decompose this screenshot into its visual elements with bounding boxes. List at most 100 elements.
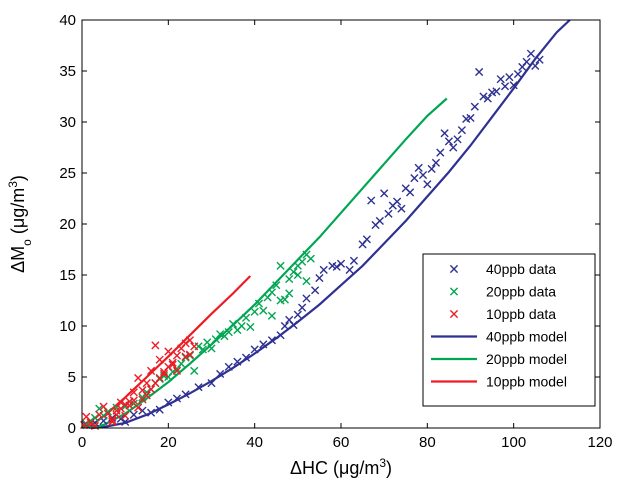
data-point [285, 274, 294, 284]
data-point [198, 345, 207, 354]
data-point [289, 320, 298, 330]
data-point [259, 306, 268, 315]
y-tick-label: 40 [59, 12, 76, 29]
data-point [146, 408, 156, 417]
data-point [121, 411, 130, 420]
y-tick-label: 15 [59, 267, 76, 284]
legend-swatch [449, 264, 459, 274]
data-point [164, 398, 173, 407]
data-point [380, 189, 389, 198]
data-point [276, 261, 285, 270]
data-point [112, 410, 121, 419]
data-point [436, 148, 445, 157]
y-tick-label: 0 [68, 420, 76, 437]
legend-label: 10ppb data [486, 306, 556, 322]
x-axis: 0 20 40 60 80 100 120 [78, 20, 613, 451]
data-point [190, 342, 199, 351]
y-tick-label: 10 [59, 318, 76, 335]
legend-item-20ppb-data: 20ppb data [449, 284, 556, 300]
x-tick-label: 60 [333, 434, 350, 451]
data-point [431, 158, 441, 167]
data-point [138, 386, 147, 395]
data-point [522, 57, 531, 66]
data-point [237, 321, 246, 331]
x-tick-label: 0 [78, 434, 86, 451]
data-point [405, 188, 415, 197]
data-point [241, 313, 251, 322]
legend-item-20ppb-model: 20ppb model [431, 351, 567, 367]
data-point [190, 366, 199, 375]
data-point [410, 174, 419, 183]
data-point [142, 388, 151, 397]
y-axis: 0 5 10 15 20 25 30 35 40 [59, 12, 600, 437]
data-point [427, 164, 436, 174]
x-tick-label: 100 [501, 434, 526, 451]
data-point [224, 362, 233, 371]
data-point [319, 265, 328, 274]
data-point [393, 197, 402, 206]
y-tick-label: 30 [59, 114, 76, 131]
data-point [470, 102, 479, 111]
data-point [336, 259, 346, 268]
data-point [531, 61, 540, 70]
y-tick-label: 20 [59, 216, 76, 233]
y-axis-label: ΔMo (μg/m3) [6, 175, 34, 273]
legend: 40ppb data 20ppb data 10ppb data 40ppb mode… [422, 253, 596, 407]
data-point [483, 94, 492, 103]
data-point [306, 254, 315, 263]
data-point [349, 256, 359, 265]
data-point [423, 180, 432, 189]
data-point [259, 340, 268, 349]
data-point [129, 410, 138, 419]
data-point [168, 358, 177, 367]
data-point [384, 209, 393, 218]
data-point [125, 397, 134, 406]
data-point [246, 322, 255, 332]
legend-item-40ppb-data: 40ppb data [449, 261, 556, 277]
data-point [151, 341, 160, 350]
data-point [155, 405, 164, 414]
data-point [134, 373, 143, 383]
data-point [138, 406, 147, 415]
data-point [315, 273, 324, 283]
data-point [254, 299, 264, 308]
series-40ppb-data [82, 49, 544, 430]
data-point [272, 281, 281, 290]
x-tick-label: 20 [160, 434, 177, 451]
data-point [311, 286, 320, 295]
series-40ppb-model [90, 19, 571, 430]
data-point [181, 339, 190, 348]
data-point [203, 338, 212, 347]
data-point [241, 353, 251, 362]
data-point [492, 87, 501, 96]
data-point [172, 394, 182, 403]
data-point [526, 49, 536, 58]
data-point [453, 135, 462, 144]
data-point [505, 73, 514, 82]
data-point [509, 81, 518, 90]
data-point [172, 366, 182, 375]
data-point [181, 390, 190, 399]
data-point [332, 262, 341, 271]
data-point [168, 360, 177, 369]
y-tick-label: 5 [68, 369, 76, 386]
data-point [159, 369, 169, 379]
data-point [216, 330, 225, 339]
data-point [418, 170, 428, 180]
data-point [267, 288, 277, 297]
data-point [513, 69, 523, 79]
legend-item-10ppb-model: 10ppb model [431, 374, 567, 390]
data-point [414, 163, 423, 172]
data-point [121, 417, 130, 426]
data-point [475, 67, 484, 77]
legend-label: 40ppb model [486, 329, 567, 345]
data-point [375, 216, 384, 226]
legend-label: 20ppb model [486, 351, 567, 367]
data-point [298, 257, 307, 266]
data-point [500, 82, 510, 91]
data-point [129, 388, 138, 397]
data-point [280, 321, 289, 331]
data-point [116, 404, 125, 413]
data-point [267, 311, 277, 320]
data-point [224, 328, 233, 337]
